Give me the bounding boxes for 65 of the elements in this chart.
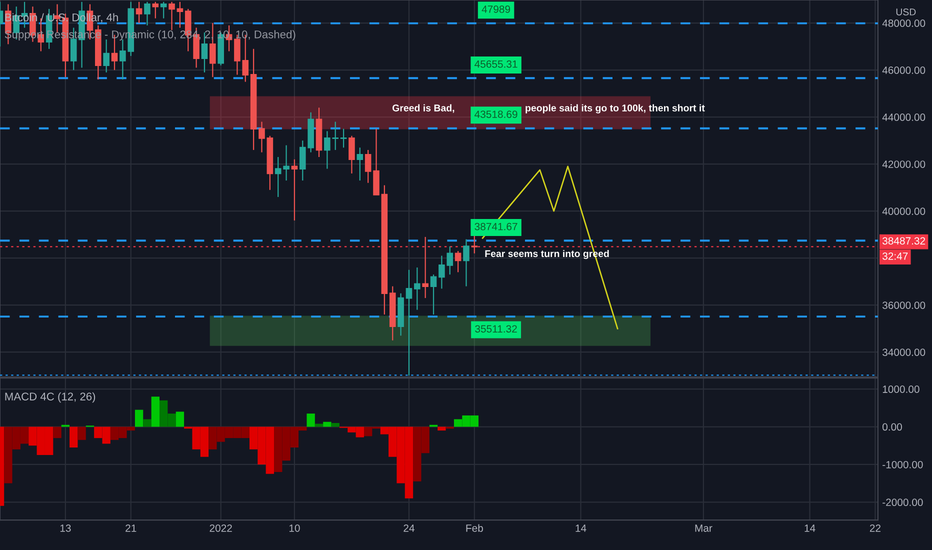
y-tick-label: 44000.00 — [882, 114, 926, 121]
bar — [331, 422, 340, 427]
annotation: Greed is Bad, — [392, 104, 454, 113]
candlestick — [406, 269, 412, 376]
bar — [143, 419, 152, 427]
y-tick-label: 0.00 — [882, 423, 902, 431]
x-tick-label: 21 — [126, 524, 136, 532]
bar — [53, 426, 62, 438]
x-tick-label: 10 — [289, 524, 300, 532]
candlestick — [291, 158, 298, 222]
candlestick — [136, 1, 142, 24]
y-tick-label: -1000.00 — [882, 460, 923, 468]
y-tick-label: 48000.00 — [882, 20, 926, 27]
candlestick — [168, 1, 175, 31]
candlestick — [454, 250, 462, 273]
x-tick-label: 14 — [576, 524, 586, 532]
ref-line-label: 38741.67 — [474, 222, 518, 230]
bar — [306, 414, 315, 427]
ref-line-label: 47989 — [482, 6, 510, 13]
ref-line-label: 38487.32 — [882, 237, 926, 245]
ref-line-label: 43518.69 — [474, 110, 518, 118]
text: MACD 4C (12, 26) — [5, 392, 96, 403]
bar — [314, 424, 324, 427]
candlestick — [103, 38, 110, 73]
annotation: people said its go to 100k, then short it — [526, 104, 705, 114]
candlestick — [152, 1, 159, 19]
candlestick — [258, 121, 265, 153]
x-tick-label: Mar — [695, 524, 712, 532]
y-tick-label: 40000.00 — [882, 208, 926, 215]
bar — [70, 426, 78, 448]
x-tick-label: Feb — [466, 524, 483, 532]
ref-line-label: 45655.31 — [474, 60, 518, 68]
candlestick — [340, 128, 347, 148]
x-tick-label: 14 — [804, 524, 816, 532]
candlestick — [373, 128, 380, 196]
candlestick — [356, 147, 364, 182]
x-tick-label: 24 — [404, 524, 414, 532]
candlestick — [471, 234, 478, 254]
y-tick-label: 36000.00 — [882, 302, 926, 309]
candlestick — [348, 135, 355, 174]
text: 32:47 — [882, 252, 908, 260]
candlestick — [144, 1, 150, 26]
bar — [78, 426, 86, 440]
bar — [134, 410, 144, 427]
candlestick — [430, 274, 437, 316]
y-tick-label: 34000.00 — [882, 348, 926, 356]
y-tick-label: -2000.00 — [882, 498, 923, 506]
bar — [438, 426, 446, 431]
x-tick-label: 22 — [870, 524, 880, 532]
y-tick-label: 42000.00 — [882, 160, 926, 168]
bar — [323, 422, 332, 427]
text: USD — [896, 8, 916, 16]
candlestick — [364, 149, 372, 184]
candlestick — [463, 238, 470, 287]
y-tick-label: 46000.00 — [882, 66, 926, 74]
ref-line-label: 35511.32 — [475, 325, 517, 333]
x-tick-label: 13 — [60, 524, 71, 532]
y-tick-label: 1000.00 — [882, 386, 920, 393]
bar — [176, 412, 184, 427]
candlestick — [176, 1, 184, 28]
x-tick-label: 2022 — [210, 524, 232, 532]
candlestick — [160, 1, 167, 19]
bar — [151, 396, 160, 427]
candlestick — [422, 236, 428, 299]
candlestick — [414, 266, 420, 310]
